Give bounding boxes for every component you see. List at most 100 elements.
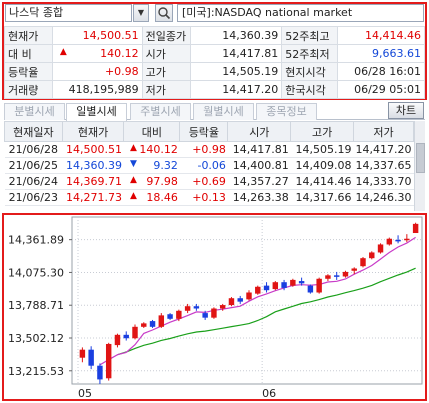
- high-cell: 14,409.08: [290, 157, 354, 174]
- quote-label: 한국시각: [281, 80, 339, 99]
- y-tick-label: 13,502.12: [8, 332, 64, 345]
- low-cell: 14,246.30: [353, 189, 414, 206]
- table-row[interactable]: 21/06/28 14,500.51 ▲ 140.12 +0.98 14,417.81 14…: [4, 141, 414, 158]
- tab-daily[interactable]: 일별시세: [66, 103, 127, 121]
- quote-value: 418,195,989: [51, 80, 143, 99]
- column-header[interactable]: 현재일자: [4, 121, 63, 142]
- column-header[interactable]: 대비: [123, 121, 181, 142]
- date-cell: 21/06/28: [4, 141, 63, 158]
- quote-label: 52주최고: [281, 26, 339, 45]
- candle-body: [351, 268, 357, 271]
- column-header[interactable]: 저가: [352, 121, 415, 142]
- quote-label: 거래량: [4, 80, 53, 99]
- index-dropdown-button[interactable]: ▼: [133, 4, 149, 22]
- column-header[interactable]: 등락율: [179, 121, 229, 142]
- search-button[interactable]: [155, 4, 173, 22]
- quote-label: 저가: [141, 80, 191, 99]
- rate-cell: -0.06: [179, 157, 228, 174]
- y-tick-label: 14,361.89: [8, 234, 64, 247]
- candle-body: [237, 298, 243, 302]
- candle-body: [298, 281, 305, 284]
- table-row[interactable]: 21/06/23 14,271.73 ▲ 18.46 +0.13 14,263.38 14,…: [4, 189, 414, 206]
- quote-label: 대 비: [4, 44, 53, 63]
- moving-average-long: [117, 267, 416, 356]
- candle-body: [114, 334, 121, 346]
- tab-minute[interactable]: 분별시세: [4, 103, 65, 120]
- index-select[interactable]: 나스닥 종합: [5, 4, 132, 22]
- quote-value: 14,414.46: [337, 26, 425, 45]
- up-arrow-icon: ▲: [129, 191, 137, 201]
- quote-value: 14,417.20: [189, 80, 283, 99]
- column-header[interactable]: 고가: [290, 121, 354, 142]
- candle-body: [360, 258, 366, 267]
- quote-label: 시가: [141, 44, 191, 63]
- quote-row: 거래량 418,195,989 저가 14,417.20 한국시각 06/29 05:01: [4, 80, 425, 99]
- tab-info[interactable]: 종목정보: [256, 103, 317, 120]
- chart-button[interactable]: 차트: [388, 102, 424, 119]
- search-icon: [158, 7, 171, 20]
- x-tick-label: 06: [262, 387, 276, 400]
- candle-body: [176, 310, 182, 319]
- rate-cell: +0.98: [179, 141, 228, 158]
- open-cell: 14,263.38: [227, 189, 291, 206]
- quote-value: 06/29 05:01: [337, 80, 425, 99]
- scrollbar-thumb[interactable]: [416, 143, 425, 173]
- candle-body: [377, 244, 384, 253]
- candle-body: [105, 343, 112, 379]
- candle-body: [290, 279, 296, 286]
- tab-bar: 분별시세 일별시세 주별시세 월별시세 종목정보: [4, 102, 425, 121]
- change-value: 140.12: [100, 47, 139, 60]
- candle-body: [202, 313, 208, 318]
- candle-body: [141, 323, 147, 327]
- candle-body: [132, 326, 138, 339]
- column-header[interactable]: 현재가: [61, 121, 125, 142]
- high-cell: 14,414.46: [290, 173, 354, 190]
- quote-label: 전일종가: [141, 26, 191, 45]
- y-tick-label: 14,075.30: [8, 266, 64, 279]
- table-row[interactable]: 21/06/24 14,369.71 ▲ 97.98 +0.69 14,357.27 14,…: [4, 173, 414, 190]
- candle-body: [88, 349, 94, 366]
- candle-body: [97, 365, 103, 380]
- quote-panel-frame: [2, 2, 427, 100]
- table-scrollbar[interactable]: [414, 121, 425, 211]
- open-cell: 14,400.81: [227, 157, 291, 174]
- candle-body: [316, 278, 322, 293]
- up-arrow-icon: ▲: [129, 175, 137, 185]
- up-arrow-icon: ▲: [129, 143, 137, 153]
- change-cell: ▲ 97.98: [123, 173, 180, 190]
- candle-body: [149, 321, 156, 327]
- candle-body: [272, 282, 279, 290]
- quote-table: 현재가 14,500.51 전일종가 14,360.39 52주최고 14,414.46 대…: [4, 26, 425, 99]
- quote-value: 06/28 16:01: [337, 62, 425, 81]
- price-cell: 14,271.73: [62, 189, 124, 206]
- change-cell: ▲ 18.46: [123, 189, 180, 206]
- table-row[interactable]: 21/06/25 14,360.39 ▼ 9.32 -0.06 14,400.81 14,4…: [4, 157, 414, 174]
- candle-body: [333, 275, 340, 277]
- moving-average-short: [99, 236, 416, 366]
- up-arrow-icon: ▲: [59, 47, 67, 57]
- candle-body: [158, 315, 165, 327]
- change-value: 18.46: [146, 191, 178, 204]
- change-value: 97.98: [146, 175, 178, 188]
- plot-area: [71, 216, 423, 385]
- candle-body: [123, 334, 129, 339]
- tab-monthly[interactable]: 월별시세: [193, 103, 254, 120]
- low-cell: 14,337.65: [353, 157, 414, 174]
- candle-body: [342, 271, 349, 277]
- tab-weekly[interactable]: 주별시세: [130, 103, 191, 120]
- date-cell: 21/06/24: [4, 173, 63, 190]
- candle-body: [79, 349, 86, 358]
- candle-body: [228, 298, 235, 306]
- candle-body: [167, 314, 173, 319]
- open-cell: 14,357.27: [227, 173, 291, 190]
- down-arrow-icon: ▼: [129, 159, 137, 169]
- quote-value: 14,360.39: [189, 26, 283, 45]
- change-cell: ▼ 9.32: [123, 157, 180, 174]
- candle-body: [281, 282, 287, 288]
- x-tick-label: 05: [78, 387, 92, 400]
- candle-body: [219, 305, 226, 309]
- market-label: [미국]:NASDAQ national market: [177, 4, 424, 22]
- high-cell: 14,317.66: [290, 189, 354, 206]
- column-header[interactable]: 시가: [227, 121, 292, 142]
